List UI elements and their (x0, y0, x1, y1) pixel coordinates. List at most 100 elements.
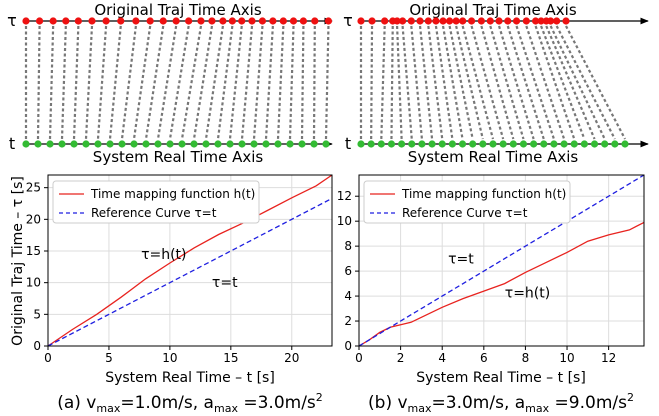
traj-time-point (279, 17, 287, 25)
traj-time-point (197, 17, 205, 25)
real-time-point (387, 140, 396, 148)
x-tick-label: 0 (355, 351, 363, 365)
caption-a-mid: =1.0m/s, a (120, 393, 214, 413)
caption-b: (b) vmax=3.0m/s, amax =9.0m/s2 (368, 391, 634, 415)
traj-time-point (74, 17, 82, 25)
mapping-connector (288, 25, 295, 140)
real-time-point (322, 140, 330, 148)
real-time-point (250, 140, 258, 148)
curve-annotation: τ=t (448, 252, 474, 268)
mapping-connector (276, 25, 285, 140)
mapping-connector (525, 25, 566, 140)
mapping-connector (565, 25, 626, 140)
traj-time-point (208, 17, 216, 25)
real-time-point (570, 140, 578, 148)
traj-time-point (495, 17, 503, 25)
chart-a-legend-reference-label: Reference Curve τ=t (91, 206, 217, 220)
mapping-connector (441, 25, 464, 140)
mapping-connector (401, 25, 413, 140)
mapping-connector (455, 25, 484, 140)
time-mapping-line (47, 174, 333, 347)
traj-time-point (439, 17, 447, 25)
curve-annotation: τ=h(t) (141, 247, 186, 263)
real-time-point (226, 140, 234, 148)
real-time-point (550, 140, 558, 148)
diagram-b-t-symbol: t (345, 134, 351, 153)
time-mapping-line (358, 221, 645, 347)
x-tick-label: 12 (601, 351, 616, 365)
mapping-connector (192, 25, 214, 140)
caption-b-sub2: max (525, 402, 549, 415)
traj-time-point (368, 17, 376, 25)
traj-time-point (185, 17, 193, 25)
mapping-connector (120, 25, 137, 140)
real-time-point (438, 140, 446, 148)
real-time-point (298, 140, 306, 148)
traj-time-point (553, 17, 561, 25)
diagram-b-tau-symbol: τ (343, 11, 353, 30)
y-tick-label: 0 (33, 339, 41, 353)
real-time-point (428, 140, 436, 148)
y-tick-label: 6 (344, 264, 352, 278)
real-time-point (310, 140, 318, 148)
real-time-point (509, 140, 517, 148)
caption-a: (a) vmax=1.0m/s, amax =3.0m/s2 (57, 391, 323, 415)
real-time-point (130, 140, 138, 148)
chart-a-xlabel: System Real Time – t [s] (105, 370, 275, 386)
mapping-connector (84, 25, 94, 140)
curve-annotation: τ=h(t) (505, 285, 550, 301)
chart-a-series: τ=h(t) τ=t (47, 174, 333, 347)
real-time-point (202, 140, 210, 148)
real-time-point (519, 140, 528, 148)
mapping-connector (418, 25, 434, 140)
diagram-a: Original Traj Time Axis τ t System Real … (7, 1, 333, 166)
traj-time-point (22, 17, 30, 25)
real-time-point (398, 140, 406, 148)
x-tick-label: 20 (284, 351, 299, 365)
mapping-connector (252, 25, 264, 140)
mapping-connector (395, 25, 403, 140)
mapping-connector (48, 25, 55, 140)
real-time-point (70, 140, 78, 148)
mapping-connector (180, 25, 203, 140)
chart-b-frame (358, 174, 645, 347)
caption-b-prefix: (b) v (368, 393, 408, 413)
x-tick-label: 10 (162, 351, 177, 365)
traj-time-point (537, 17, 545, 25)
traj-time-point (452, 17, 460, 25)
y-tick-label: 10 (26, 276, 41, 290)
chart-b-ticks: 0 2 4 6 8 10 12 0 2 4 6 8 10 12 (337, 189, 617, 365)
real-time-point (418, 140, 426, 148)
diagram-a-title: Original Traj Time Axis (94, 1, 261, 19)
traj-time-point (324, 17, 333, 25)
traj-time-point (238, 17, 246, 25)
mapping-connector (534, 25, 576, 140)
traj-time-point (445, 17, 454, 25)
y-tick-label: 0 (344, 339, 352, 353)
y-tick-label: 12 (337, 189, 352, 203)
traj-time-point (407, 17, 415, 25)
real-time-point (190, 140, 198, 148)
traj-time-point (49, 17, 57, 25)
traj-time-point (467, 17, 476, 25)
real-time-point (166, 140, 174, 148)
curve-annotation: τ=t (212, 275, 238, 291)
mapping-connector (60, 25, 67, 140)
real-time-point (590, 140, 599, 148)
real-time-point (118, 140, 126, 148)
real-time-point (238, 140, 246, 148)
traj-time-point (146, 17, 154, 25)
chart-b-xlabel: System Real Time – t [s] (416, 370, 586, 386)
reference-curve-line (358, 174, 645, 347)
x-tick-label: 5 (105, 351, 113, 365)
real-time-point (621, 140, 629, 148)
traj-time-point (311, 17, 319, 25)
real-time-point (458, 140, 467, 148)
real-time-point (22, 140, 30, 148)
real-time-point (214, 140, 222, 148)
diagram-b-mapping-lines (357, 17, 629, 148)
traj-time-point (381, 17, 389, 25)
traj-time-point (357, 17, 365, 25)
caption-b-sup: 2 (627, 391, 634, 404)
real-time-point (286, 140, 294, 148)
